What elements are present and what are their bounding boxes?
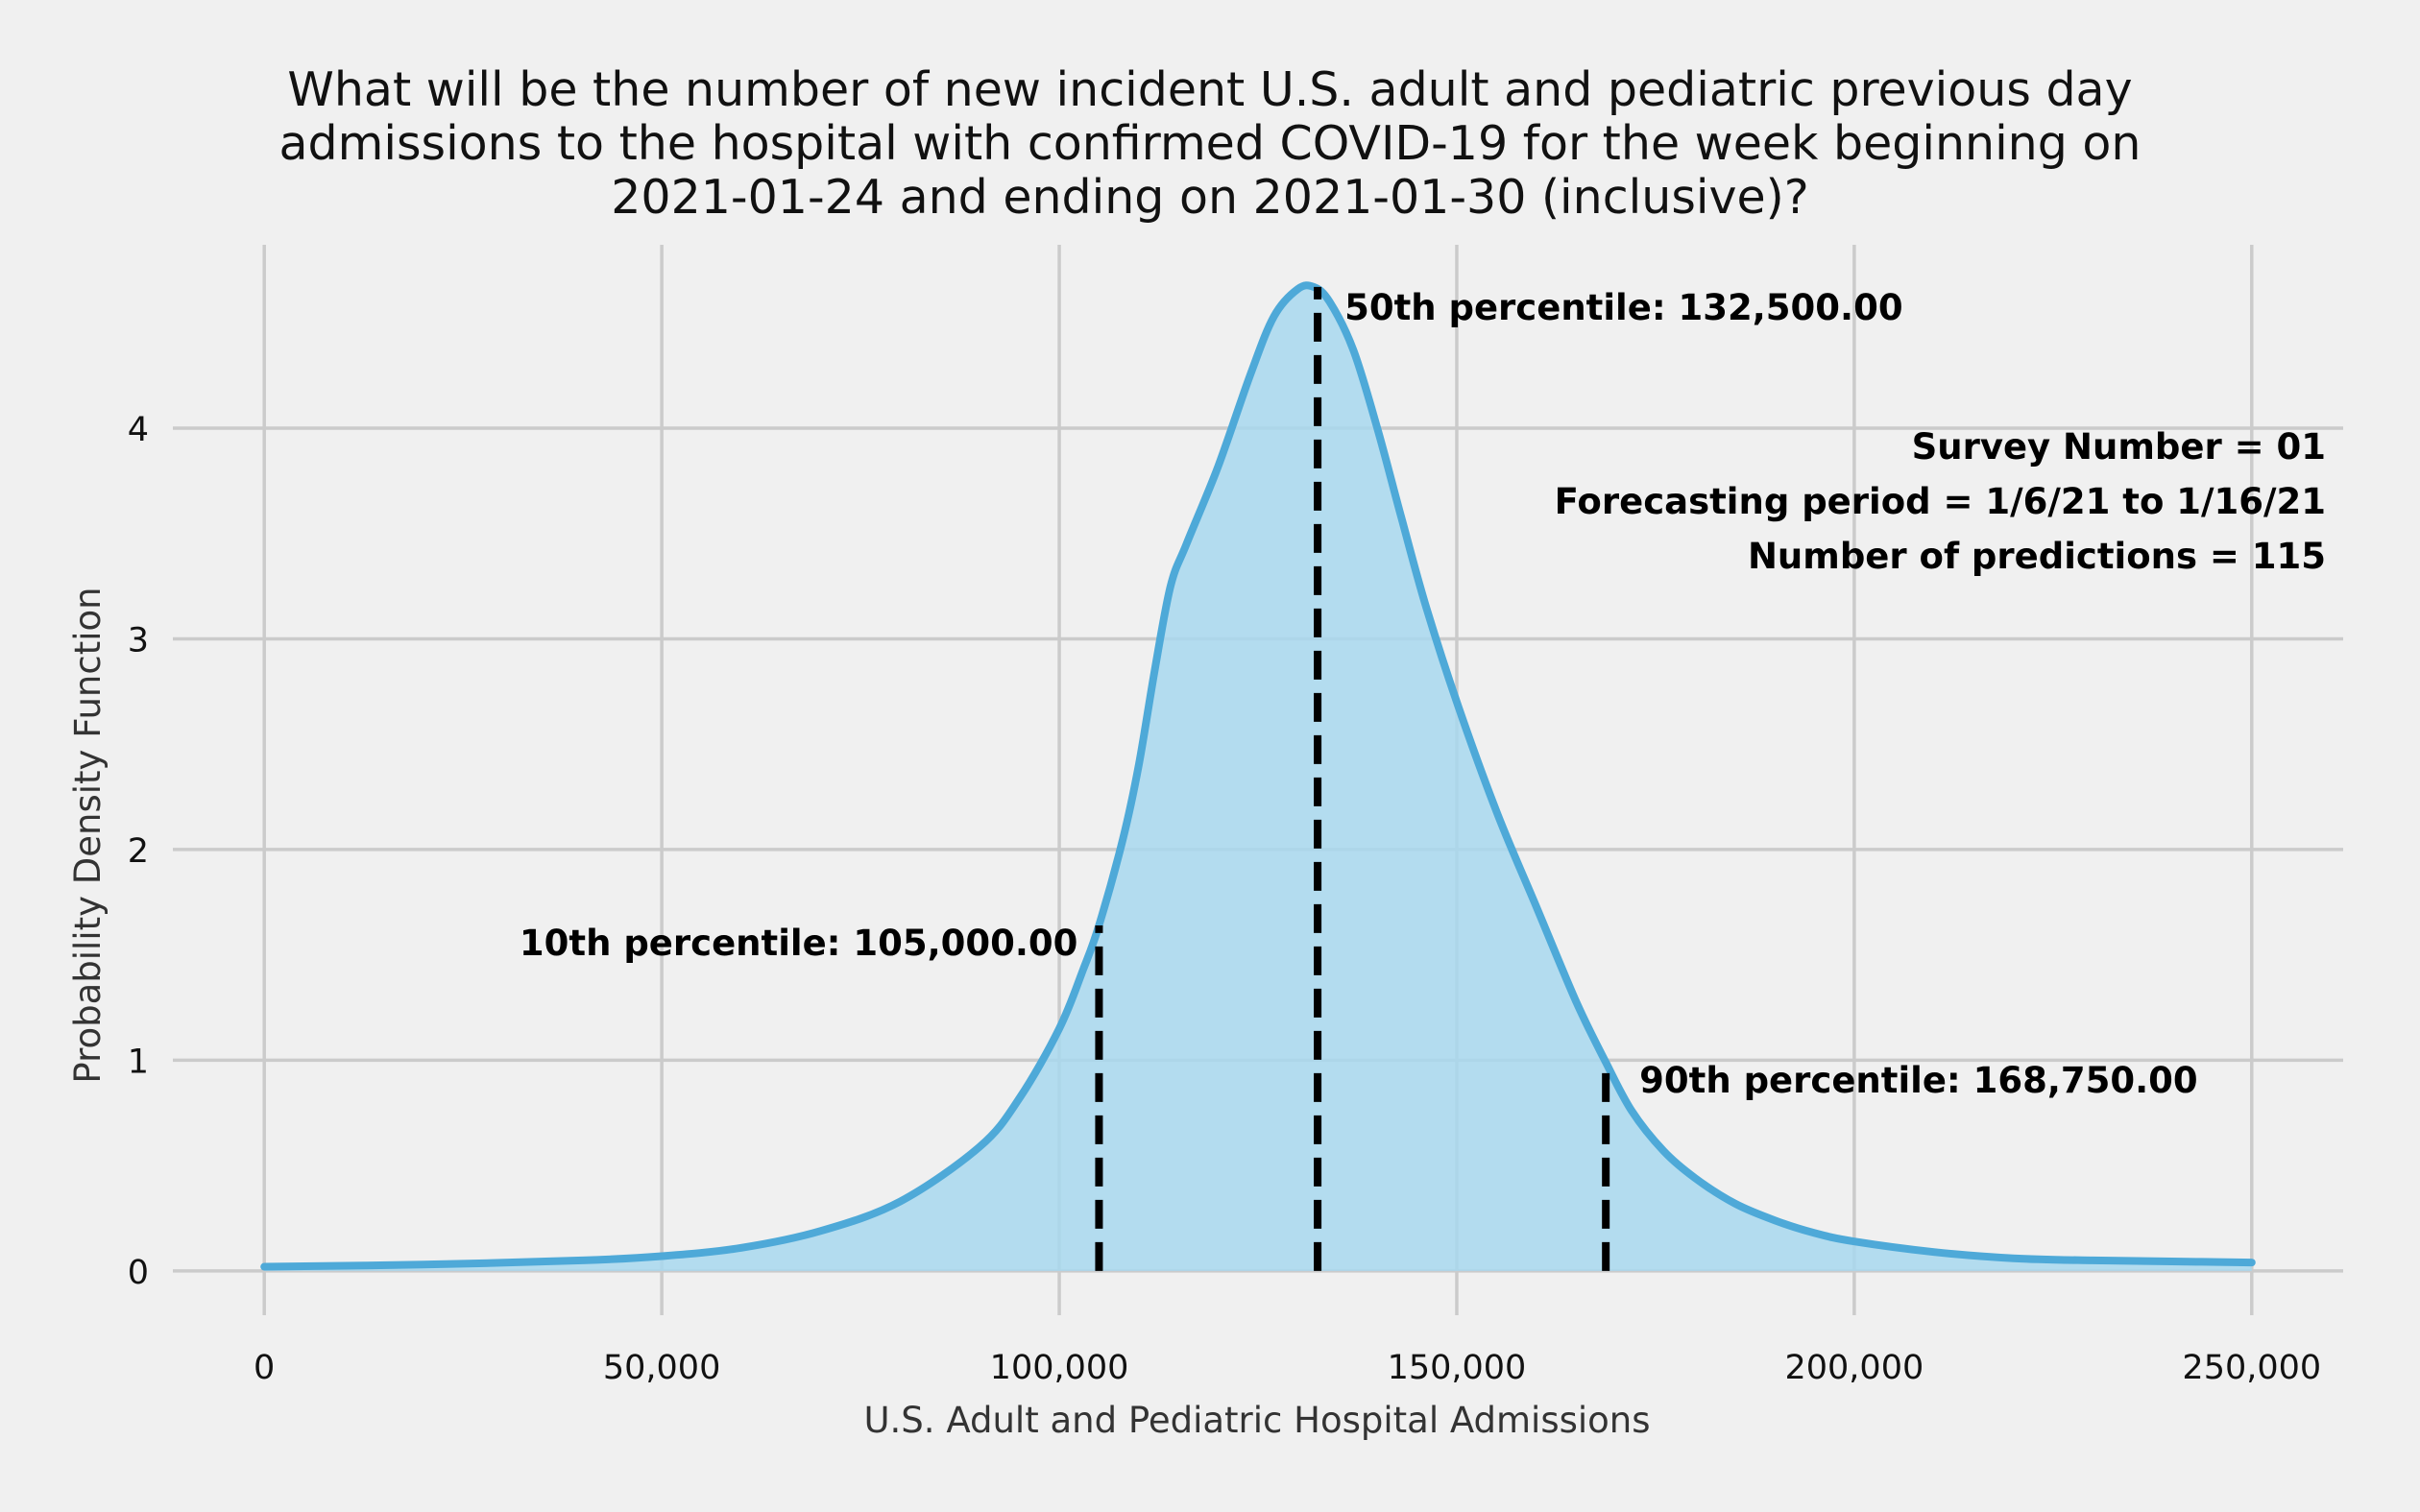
density-area (264, 285, 2252, 1271)
y-axis-ticks: 0 1 2 3 4 (128, 411, 149, 1292)
y-tick-label: 4 (128, 411, 149, 449)
density-curve (260, 281, 2256, 1271)
x-axis-ticks: 0 50,000 100,000 150,000 200,000 250,000 (254, 1349, 2321, 1387)
y-tick-label: 3 (128, 621, 149, 660)
x-tick-label: 150,000 (1388, 1349, 1527, 1387)
percentile-label: 10th percentile: 105,000.00 (520, 923, 1078, 964)
chart-title-line: admissions to the hospital with confirme… (279, 116, 2142, 171)
y-tick-label: 0 (128, 1254, 149, 1292)
x-tick-label: 50,000 (603, 1349, 720, 1387)
chart-title: What will be the number of new incident … (279, 62, 2142, 225)
survey-info-line: Number of predictions = 115 (1748, 536, 2326, 577)
y-tick-label: 2 (128, 832, 149, 871)
x-tick-label: 100,000 (990, 1349, 1129, 1387)
survey-info-line: Survey Number = 01 (1912, 426, 2326, 468)
y-tick-label: 1 (128, 1043, 149, 1081)
percentile-lines: 10th percentile: 105,000.00 50th percenti… (520, 286, 2198, 1271)
percentile-label: 50th percentile: 132,500.00 (1344, 287, 1903, 328)
survey-info: Survey Number = 01 Forecasting period = 1… (1555, 426, 2326, 577)
plot-area (260, 281, 2256, 1271)
survey-info-line: Forecasting period = 1/6/21 to 1/16/21 (1555, 481, 2326, 522)
x-tick-label: 250,000 (2182, 1349, 2321, 1387)
y-axis-label: Probability Density Function (67, 587, 109, 1083)
x-tick-label: 0 (254, 1349, 275, 1387)
x-axis-label: U.S. Adult and Pediatric Hospital Admiss… (863, 1400, 1650, 1441)
chart-title-line: What will be the number of new incident … (287, 62, 2132, 117)
x-tick-label: 200,000 (1785, 1349, 1924, 1387)
chart-title-line: 2021-01-24 and ending on 2021-01-30 (inc… (611, 170, 1809, 225)
percentile-label: 90th percentile: 168,750.00 (1639, 1060, 2198, 1101)
